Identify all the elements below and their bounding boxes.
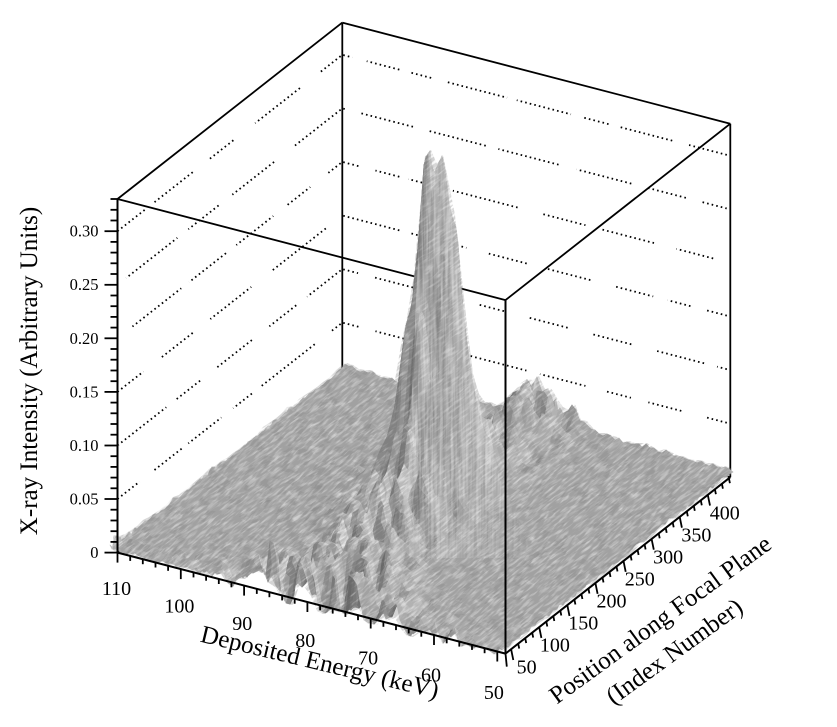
svg-text:0.15: 0.15 <box>70 382 99 401</box>
svg-text:50: 50 <box>484 682 504 704</box>
svg-text:0.30: 0.30 <box>70 222 99 241</box>
svg-text:300: 300 <box>653 547 683 569</box>
svg-text:200: 200 <box>597 591 627 613</box>
svg-text:100: 100 <box>164 596 194 618</box>
svg-text:150: 150 <box>568 613 598 635</box>
svg-text:50: 50 <box>517 657 537 679</box>
svg-text:0: 0 <box>90 543 98 562</box>
svg-text:250: 250 <box>625 569 655 591</box>
svg-text:X-ray Intensity (Arbitrary Uni: X-ray Intensity (Arbitrary Units) <box>16 207 43 535</box>
svg-text:0.10: 0.10 <box>70 436 99 455</box>
svg-text:0.05: 0.05 <box>70 490 99 509</box>
svg-text:400: 400 <box>710 503 740 525</box>
svg-text:110: 110 <box>102 578 131 600</box>
svg-text:90: 90 <box>232 613 252 635</box>
svg-text:0.25: 0.25 <box>70 275 99 294</box>
svg-text:80: 80 <box>295 630 315 652</box>
svg-text:350: 350 <box>681 525 711 547</box>
svg-text:100: 100 <box>540 635 570 657</box>
svg-text:70: 70 <box>358 647 378 669</box>
svg-text:0.20: 0.20 <box>70 329 99 348</box>
svg-text:60: 60 <box>421 665 441 687</box>
